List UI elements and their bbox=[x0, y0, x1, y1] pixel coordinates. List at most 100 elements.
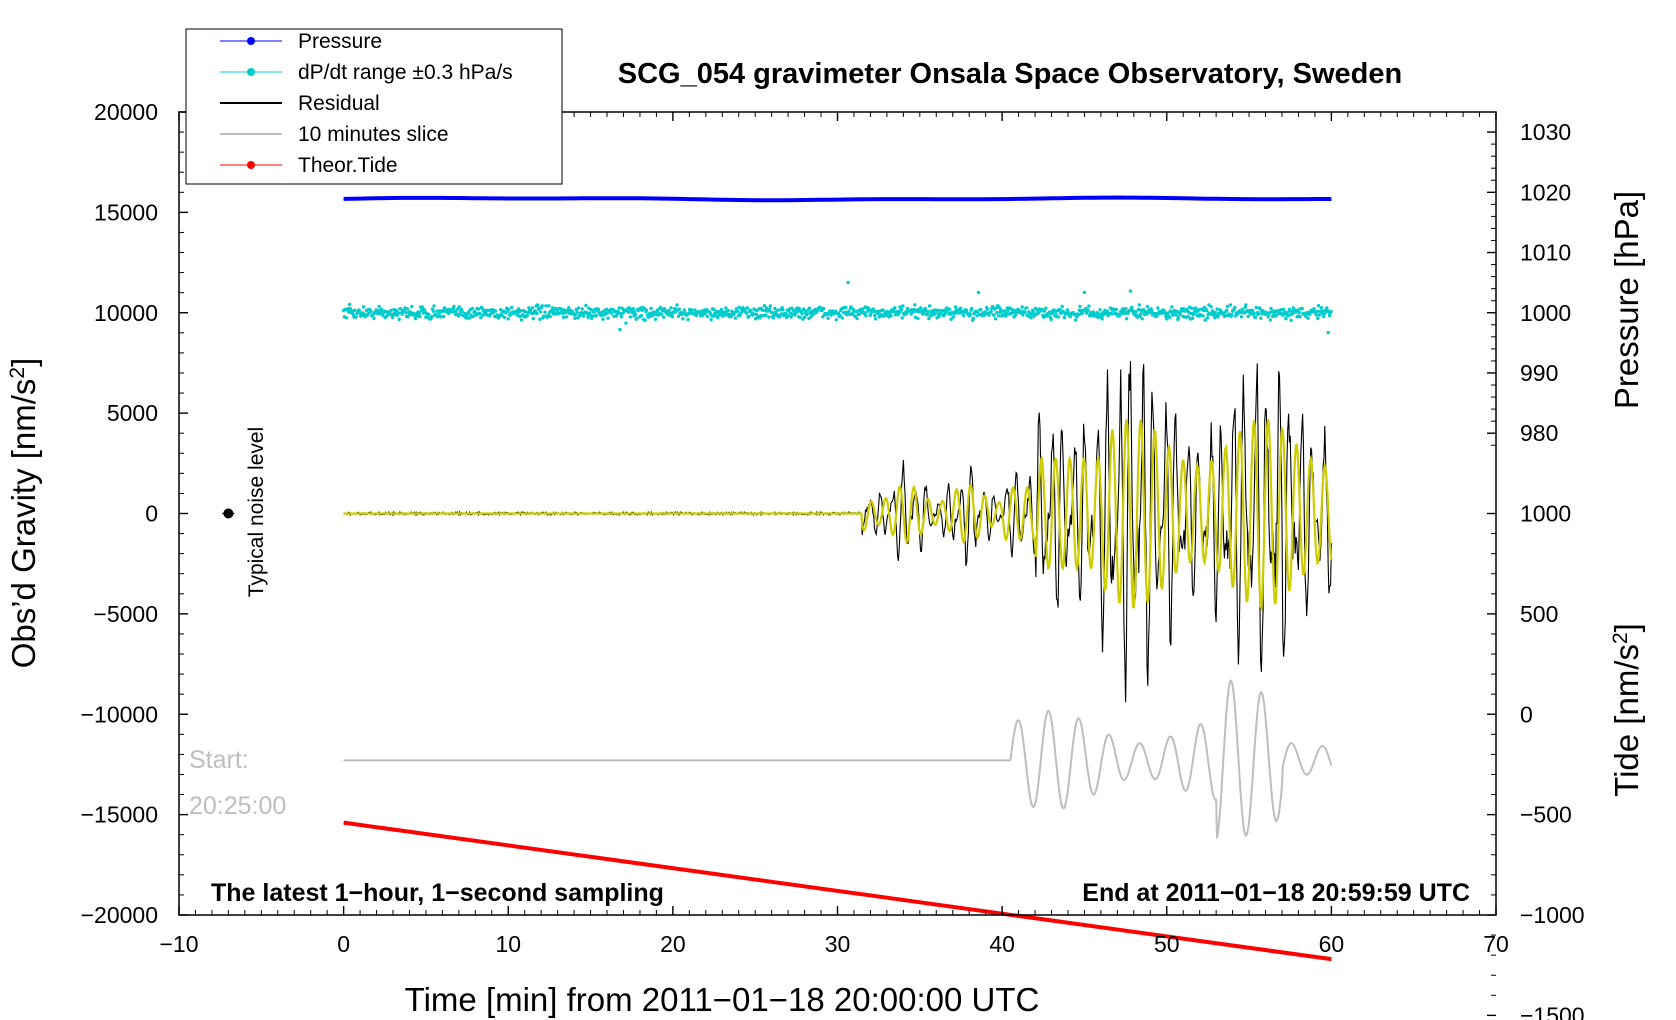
dpdt-point bbox=[575, 310, 579, 314]
dpdt-point bbox=[893, 306, 897, 310]
noise-level-marker bbox=[223, 508, 234, 519]
dpdt-point bbox=[805, 312, 810, 316]
dpdt-point bbox=[410, 304, 414, 309]
legend-item: 10 minutes slice bbox=[220, 123, 449, 146]
dpdt-point bbox=[369, 310, 373, 314]
dpdt-point bbox=[519, 309, 523, 313]
y-left-tick-label: 0 bbox=[145, 501, 158, 527]
x-tick-label: 30 bbox=[825, 931, 851, 957]
y-axis-left-title: Obs’d Gravity [nm/s2] bbox=[5, 358, 42, 669]
y-left-tick-label: 10000 bbox=[94, 300, 158, 326]
dpdt-point bbox=[1225, 304, 1230, 309]
dpdt-point bbox=[538, 317, 542, 321]
dpdt-point bbox=[1289, 318, 1293, 322]
dpdt-point bbox=[405, 307, 409, 311]
dpdt-point bbox=[892, 309, 896, 313]
dpdt-point bbox=[507, 307, 511, 312]
dpdt-point bbox=[802, 315, 807, 320]
dpdt-point bbox=[947, 307, 952, 312]
y-axis-left-title-tail: ] bbox=[5, 358, 42, 367]
y-left-tick-label: −15000 bbox=[81, 802, 158, 828]
dpdt-point bbox=[996, 314, 1001, 318]
dpdt-point bbox=[381, 313, 385, 317]
dpdt-point bbox=[773, 306, 777, 311]
dpdt-point bbox=[926, 309, 930, 314]
y-tide-tick-label: −1500 bbox=[1520, 1002, 1585, 1020]
dpdt-point bbox=[676, 314, 681, 318]
dpdt-point bbox=[1284, 317, 1288, 321]
y-axis-left-title-sup: 2 bbox=[6, 367, 29, 379]
y-axis-pressure-title: Pressure [hPa] bbox=[1608, 191, 1645, 409]
dpdt-point bbox=[873, 313, 877, 318]
dpdt-point bbox=[722, 313, 727, 317]
dpdt-point bbox=[995, 310, 999, 315]
dpdt-point bbox=[447, 311, 451, 316]
legend-box bbox=[185, 28, 563, 185]
legend-label: 10 minutes slice bbox=[298, 123, 449, 146]
dpdt-point bbox=[452, 304, 456, 309]
dpdt-point bbox=[855, 316, 859, 321]
dpdt-point bbox=[1253, 315, 1258, 319]
dpdt-point bbox=[1190, 306, 1194, 310]
dpdt-point bbox=[1020, 305, 1024, 309]
dpdt-point bbox=[659, 312, 664, 316]
dpdt-point bbox=[389, 308, 393, 313]
y-pressure-tick-label: 1030 bbox=[1520, 119, 1571, 145]
dpdt-point bbox=[840, 316, 844, 320]
dpdt-point bbox=[1140, 317, 1144, 321]
dpdt-point bbox=[1314, 313, 1319, 317]
dpdt-point bbox=[724, 306, 728, 310]
dpdt-point bbox=[1178, 312, 1182, 317]
pressure-series-line bbox=[343, 195, 1332, 203]
dpdt-point bbox=[1128, 289, 1133, 293]
dpdt-point bbox=[822, 306, 826, 311]
dpdt-point bbox=[419, 309, 424, 313]
legend-swatch-marker bbox=[247, 68, 255, 76]
dpdt-point bbox=[962, 313, 966, 318]
dpdt-point bbox=[1254, 305, 1259, 310]
y-tide-tick-label: 500 bbox=[1520, 601, 1558, 627]
dpdt-point bbox=[535, 311, 539, 316]
dpdt-point bbox=[786, 314, 790, 318]
dpdt-point bbox=[1239, 315, 1244, 319]
dpdt-point bbox=[1273, 311, 1277, 315]
dpdt-point bbox=[624, 321, 628, 325]
y-left-tick-label: −20000 bbox=[81, 902, 158, 928]
dpdt-point bbox=[709, 317, 713, 322]
dpdt-point bbox=[1319, 306, 1324, 310]
dpdt-point bbox=[1085, 311, 1089, 315]
dpdt-point bbox=[628, 315, 632, 319]
dpdt-point bbox=[1327, 313, 1332, 318]
dpdt-point bbox=[1142, 308, 1146, 312]
dpdt-point bbox=[826, 316, 830, 320]
dpdt-point bbox=[1167, 315, 1172, 320]
dpdt-point bbox=[627, 310, 631, 314]
legend-item: Residual bbox=[220, 92, 380, 115]
dpdt-point bbox=[376, 309, 381, 313]
dpdt-point bbox=[479, 315, 483, 320]
y-tide-tick-label: 0 bbox=[1520, 701, 1533, 727]
dpdt-point bbox=[596, 307, 601, 312]
dpdt-point bbox=[1021, 313, 1025, 317]
y-axis-tide-title-tail: ] bbox=[1608, 623, 1645, 632]
dpdt-point bbox=[1203, 318, 1207, 322]
dpdt-point bbox=[881, 308, 885, 312]
dpdt-point bbox=[861, 307, 865, 311]
dpdt-point bbox=[580, 307, 584, 311]
axes-layer: −10 0 10 20 30 40 50 60 7020000150001000050000−5… bbox=[81, 99, 1585, 1020]
dpdt-point bbox=[1114, 307, 1119, 312]
footer-left-annotation: The latest 1−hour, 1−second sampling bbox=[211, 879, 664, 907]
dpdt-point bbox=[1136, 307, 1141, 312]
dpdt-point bbox=[1044, 306, 1048, 310]
dpdt-point bbox=[1256, 312, 1261, 316]
dpdt-point bbox=[1170, 305, 1174, 309]
y-left-tick-label: −5000 bbox=[93, 601, 158, 627]
dpdt-point bbox=[1078, 304, 1082, 309]
dpdt-series-points bbox=[341, 280, 1333, 335]
dpdt-point bbox=[573, 313, 578, 317]
dpdt-point bbox=[1269, 306, 1273, 311]
dpdt-point bbox=[1137, 303, 1142, 307]
dpdt-point bbox=[1329, 309, 1333, 314]
y-pressure-tick-label: 1020 bbox=[1520, 179, 1571, 205]
dpdt-point bbox=[397, 317, 401, 322]
